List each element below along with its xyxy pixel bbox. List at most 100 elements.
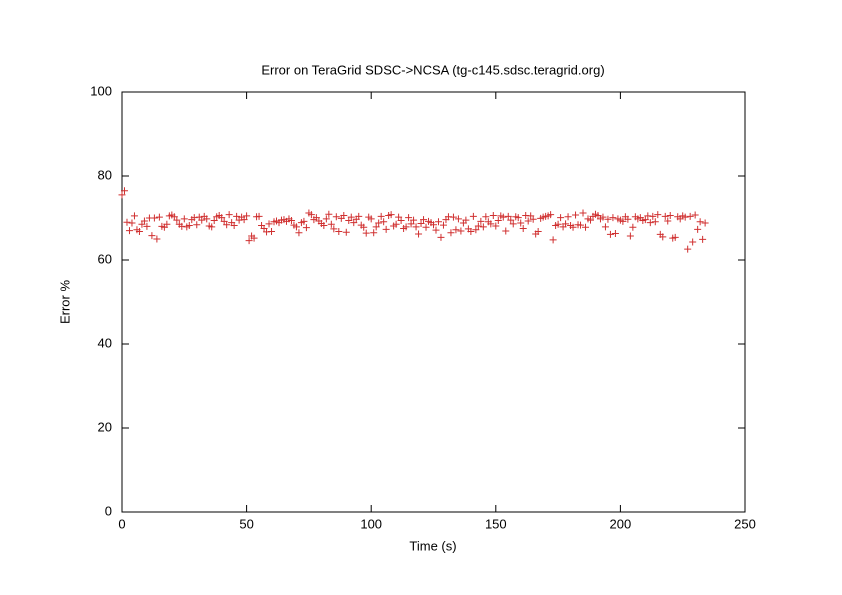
point [691, 211, 699, 219]
point [125, 227, 133, 235]
point [519, 225, 527, 232]
point [208, 223, 216, 231]
x-tick-label: 150 [485, 516, 507, 531]
point [340, 211, 348, 219]
y-tick-label: 100 [90, 83, 112, 98]
point [457, 227, 465, 235]
point [494, 217, 502, 225]
point [554, 220, 562, 228]
point [422, 223, 430, 231]
point [624, 215, 632, 223]
point [474, 222, 482, 230]
point [557, 214, 565, 222]
point [586, 216, 594, 224]
point [547, 211, 555, 219]
point [606, 230, 614, 238]
point [689, 238, 697, 246]
point [240, 216, 248, 224]
point [327, 220, 335, 228]
point [250, 234, 258, 242]
point [611, 230, 619, 238]
point [524, 217, 532, 225]
point [454, 215, 462, 223]
y-tick-label: 60 [98, 251, 112, 266]
point [699, 235, 707, 243]
point [307, 211, 315, 219]
point [666, 211, 674, 219]
point [367, 215, 375, 223]
point [664, 217, 672, 225]
point [370, 229, 378, 237]
point [437, 233, 445, 241]
point [295, 229, 303, 237]
point [380, 218, 388, 226]
point [420, 216, 428, 224]
x-tick-label: 200 [610, 516, 632, 531]
point [661, 212, 669, 220]
point [646, 219, 654, 227]
point [320, 222, 328, 230]
point [415, 230, 423, 238]
point [462, 216, 470, 224]
point [402, 223, 410, 231]
point [562, 220, 570, 228]
point [432, 226, 440, 234]
point [572, 211, 580, 219]
point [604, 215, 612, 223]
point [128, 219, 136, 227]
point [577, 221, 585, 229]
point [140, 217, 148, 225]
point [150, 214, 158, 222]
point [487, 220, 495, 228]
point [233, 212, 241, 220]
point [499, 213, 507, 221]
point [210, 217, 218, 225]
point [180, 215, 188, 223]
point [387, 211, 395, 219]
point [504, 212, 512, 220]
point [218, 214, 226, 222]
point [626, 232, 634, 240]
point [579, 209, 587, 217]
point [659, 233, 667, 241]
point [514, 214, 522, 222]
point [362, 229, 370, 237]
point [569, 223, 577, 231]
point [654, 211, 662, 219]
point [225, 211, 233, 219]
point [287, 217, 295, 225]
point [265, 220, 273, 228]
point [469, 212, 477, 220]
point [407, 220, 415, 228]
point [155, 213, 163, 221]
point [430, 221, 437, 229]
point [489, 211, 497, 219]
point [130, 212, 138, 220]
point [153, 235, 161, 243]
point [193, 221, 201, 229]
point [292, 223, 300, 231]
point [118, 191, 126, 199]
point [509, 220, 517, 228]
point [447, 229, 455, 237]
point [517, 219, 525, 227]
x-tick-label: 0 [118, 516, 125, 531]
point [372, 223, 380, 231]
point [684, 245, 692, 253]
point [355, 212, 363, 220]
x-tick-label: 250 [734, 516, 756, 531]
y-tick-label: 40 [98, 335, 112, 350]
point [410, 216, 418, 224]
point [651, 218, 659, 226]
point [529, 215, 537, 223]
chart-title: Error on TeraGrid SDSC->NCSA (tg-c145.sd… [261, 62, 604, 77]
point [671, 233, 679, 241]
point [434, 218, 442, 226]
point [549, 236, 557, 244]
point [185, 222, 193, 230]
point [143, 222, 151, 230]
point [332, 213, 340, 221]
point [641, 216, 649, 224]
y-axis-label: Error % [57, 280, 72, 325]
